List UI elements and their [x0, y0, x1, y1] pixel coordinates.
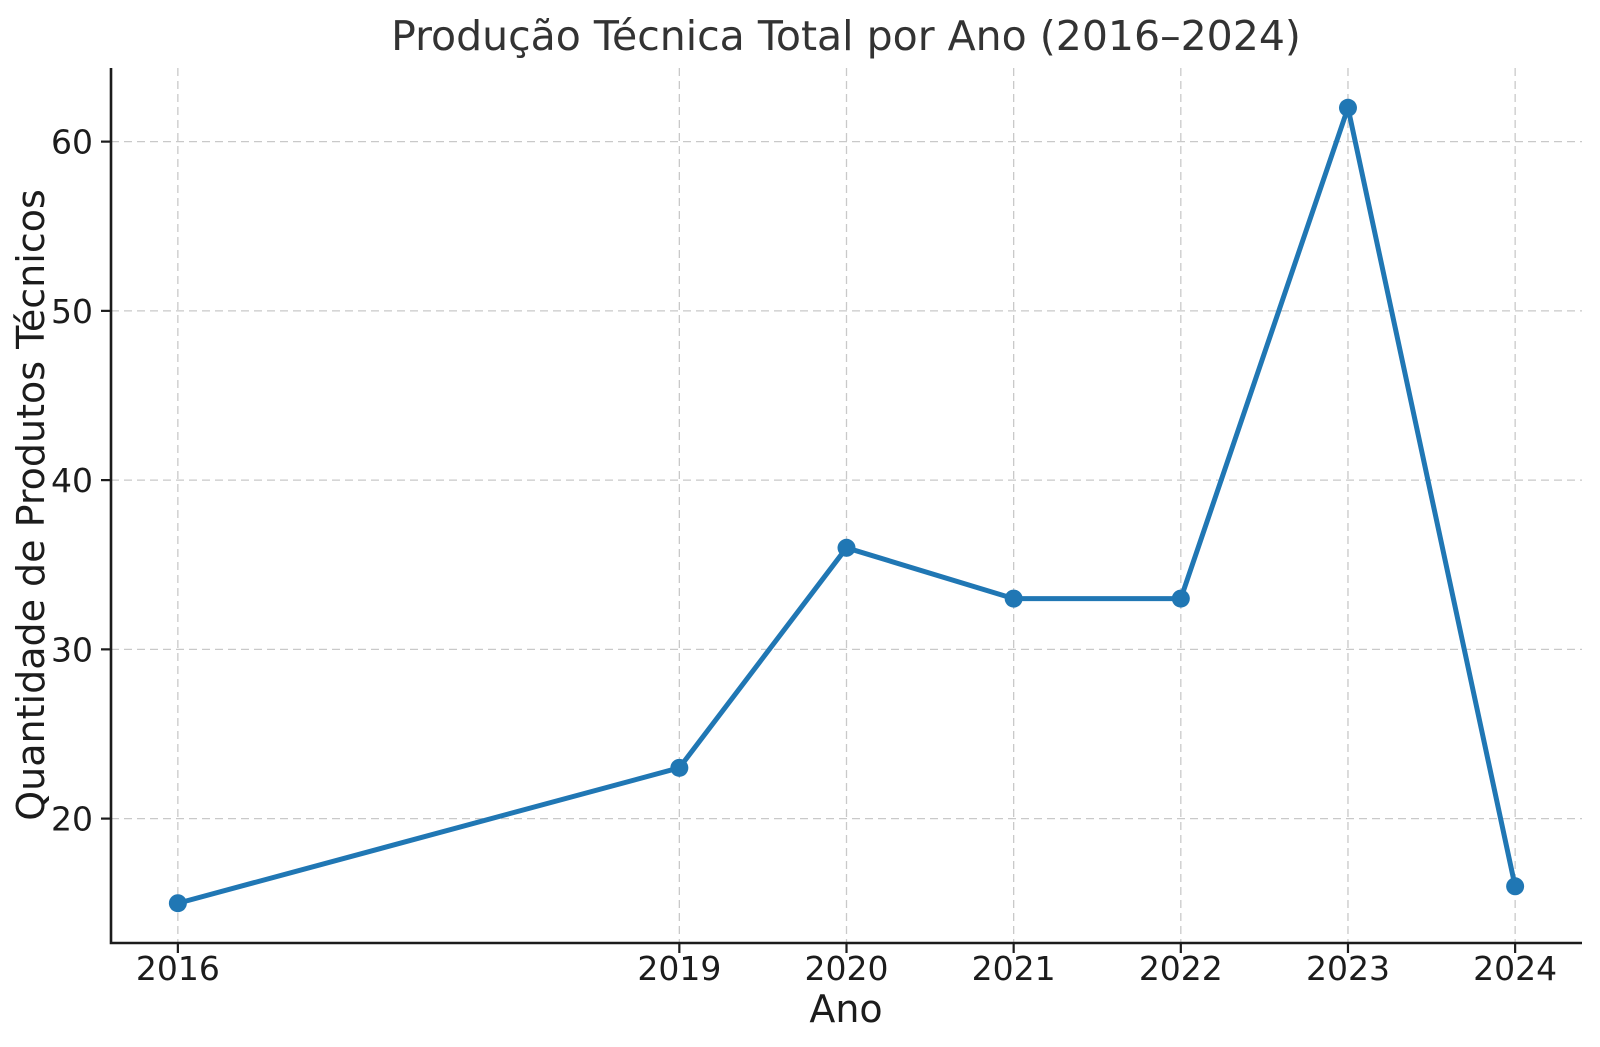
data-point	[1338, 98, 1357, 117]
y-tick-label: 50	[51, 292, 93, 331]
y-tick-label: 60	[51, 123, 93, 162]
data-point	[1171, 589, 1190, 608]
x-tick-label: 2021	[972, 949, 1056, 988]
data-point	[168, 894, 187, 913]
data-point	[1004, 589, 1023, 608]
x-tick-label: 2020	[805, 949, 889, 988]
x-axis-label: Ano	[809, 987, 882, 1031]
gridlines	[111, 68, 1582, 943]
data-point	[837, 538, 856, 557]
x-tick-label: 2019	[637, 949, 721, 988]
x-tick-label: 2023	[1306, 949, 1390, 988]
axes: 2016 2019 2020 2021 2022 2023 2024 20 30 40 50 60	[51, 68, 1582, 988]
y-tick-label: 20	[51, 800, 93, 839]
y-axis-label: Quantidade de Produtos Técnicos	[9, 189, 53, 821]
x-tick-label: 2016	[136, 949, 220, 988]
axis-spines	[109, 68, 1582, 945]
x-tick-label: 2024	[1473, 949, 1557, 988]
chart-title: Produção Técnica Total por Ano (2016–202…	[391, 12, 1301, 60]
data-point	[670, 758, 689, 777]
y-tick-label: 30	[51, 630, 93, 669]
y-tick-label: 40	[51, 461, 93, 500]
data-point	[1506, 877, 1525, 896]
data-series	[168, 98, 1525, 913]
x-tick-label: 2022	[1139, 949, 1223, 988]
